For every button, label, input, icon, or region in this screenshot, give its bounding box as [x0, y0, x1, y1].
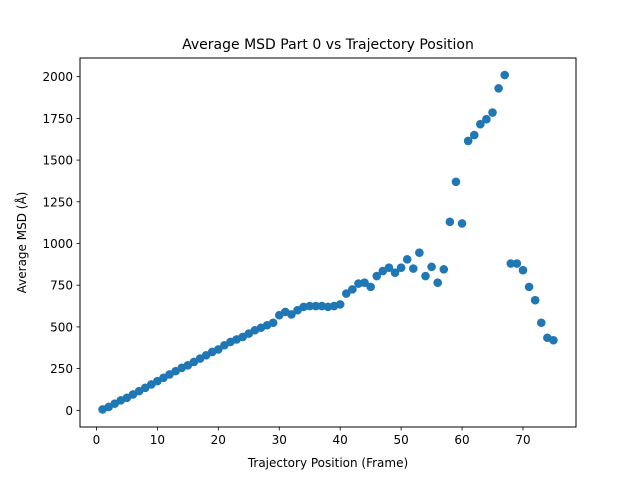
data-point	[415, 248, 424, 257]
data-point	[421, 271, 430, 281]
y-tick-label: 750	[50, 279, 73, 293]
y-tick-label: 250	[50, 362, 73, 376]
plot-area	[80, 58, 576, 427]
data-point	[451, 177, 461, 187]
x-axis-ticks: 0 10 20 30 40 50 60 70	[93, 427, 531, 447]
data-point	[372, 271, 382, 281]
data-point	[433, 278, 442, 288]
y-tick-label: 1750	[42, 112, 73, 126]
x-tick-label: 20	[211, 433, 226, 447]
y-tick-label: 1500	[42, 154, 73, 168]
data-point	[512, 259, 522, 268]
data-point	[524, 282, 534, 292]
x-tick-label: 30	[272, 433, 287, 447]
x-axis-label: Trajectory Position (Frame)	[247, 456, 408, 470]
x-tick-label: 60	[454, 433, 469, 447]
data-point	[476, 119, 485, 129]
y-tick-label: 1000	[42, 237, 73, 251]
data-point	[390, 268, 400, 277]
data-point	[427, 262, 436, 272]
y-axis-label: Average MSD (Å)	[14, 192, 29, 294]
data-point	[488, 108, 497, 117]
data-point	[396, 263, 406, 272]
data-point	[214, 345, 223, 354]
data-point	[268, 318, 278, 328]
data-point	[463, 136, 473, 146]
data-point	[348, 285, 357, 294]
plot-frame	[79, 57, 577, 428]
data-point	[494, 84, 503, 93]
data-point	[305, 301, 315, 311]
data-point	[409, 264, 418, 273]
data-point	[518, 265, 528, 275]
data-point	[366, 282, 375, 292]
data-point	[549, 335, 558, 345]
data-point	[335, 300, 345, 309]
chart-title: Average MSD Part 0 vs Trajectory Positio…	[182, 37, 474, 53]
y-tick-label: 1250	[42, 195, 73, 209]
data-point	[536, 318, 546, 328]
data-point	[500, 70, 510, 80]
y-tick-label: 2000	[42, 70, 73, 84]
data-point	[402, 255, 412, 264]
data-point	[287, 310, 296, 319]
y-tick-label: 500	[50, 320, 73, 334]
x-tick-label: 40	[333, 433, 348, 447]
data-point	[457, 219, 467, 228]
scatter-points	[98, 70, 558, 414]
y-tick-label: 0	[65, 404, 73, 418]
data-point	[311, 301, 321, 311]
data-point	[530, 295, 540, 305]
data-point	[360, 278, 369, 288]
data-point	[469, 130, 479, 140]
x-tick-label: 0	[93, 433, 101, 447]
x-tick-label: 50	[393, 433, 408, 447]
x-tick-label: 70	[515, 433, 530, 447]
x-tick-label: 10	[150, 433, 165, 447]
data-point	[341, 289, 351, 298]
data-point	[482, 114, 491, 124]
data-point	[384, 263, 394, 272]
data-point	[506, 259, 516, 268]
y-axis-ticks: 0 250 500 750 1000 1250 1500 1750 2000	[42, 70, 80, 418]
data-point	[445, 217, 455, 227]
data-point	[439, 265, 449, 274]
